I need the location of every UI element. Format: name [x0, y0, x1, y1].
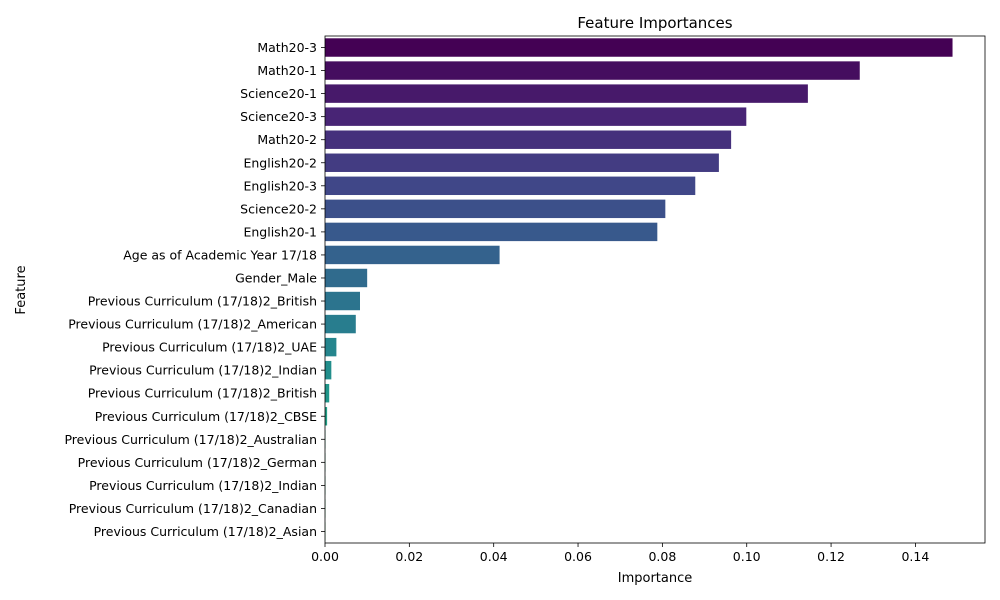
- bar-10: [325, 268, 368, 288]
- x-tick-label: 0.06: [564, 549, 592, 564]
- bar-15: [325, 383, 330, 403]
- x-tick-label: 0.04: [480, 549, 508, 564]
- y-tick-labels: Math20-3 Math20-1 Science20-1 Science20-3 Ma…: [64, 40, 325, 539]
- x-tick-label: 0.02: [395, 549, 423, 564]
- y-tick-label: Previous Curriculum (17/18)2_German: [78, 455, 317, 470]
- y-tick-label: English20-2: [243, 155, 317, 170]
- x-tick-label: 0.00: [311, 549, 339, 564]
- y-tick-label: Previous Curriculum (17/18)2_CBSE: [95, 409, 317, 424]
- bar-2: [325, 84, 808, 103]
- y-tick-label: Previous Curriculum (17/18)2_Australian: [64, 432, 317, 447]
- y-tick-label: Previous Curriculum (17/18)2_UAE: [102, 340, 317, 355]
- y-tick-label: Math20-2: [257, 132, 317, 147]
- bar-14: [325, 360, 332, 380]
- bar-16: [325, 407, 328, 426]
- y-tick-label: Previous Curriculum (17/18)2_Indian: [89, 363, 317, 378]
- bar-9: [325, 245, 500, 265]
- bar-6: [325, 176, 696, 196]
- y-tick-label: Science20-3: [240, 109, 317, 124]
- y-tick-label: English20-1: [243, 224, 317, 239]
- y-tick-label: Previous Curriculum (17/18)2_Indian: [89, 478, 317, 493]
- y-tick-label: Science20-2: [240, 201, 317, 216]
- y-tick-label: Previous Curriculum (17/18)2_American: [68, 317, 317, 332]
- y-tick-label: Math20-3: [257, 40, 317, 55]
- x-tick-label: 0.08: [648, 549, 676, 564]
- y-tick-label: Science20-1: [240, 86, 317, 101]
- y-tick-label: Gender_Male: [235, 270, 317, 285]
- bar-7: [325, 199, 666, 219]
- x-tick-label: 0.12: [817, 549, 845, 564]
- plot-frame: [324, 35, 986, 544]
- bars-group: [325, 38, 953, 541]
- x-axis-label: Importance: [618, 571, 693, 586]
- bar-1: [325, 61, 860, 80]
- bar-5: [325, 153, 719, 172]
- y-tick-label: Previous Curriculum (17/18)2_Canadian: [69, 501, 317, 516]
- x-tick-labels: 0.00 0.02 0.04 0.06 0.08 0.10 0.12 0.14: [311, 543, 929, 564]
- x-tick-label: 0.14: [901, 549, 929, 564]
- chart-title: Feature Importances: [577, 14, 732, 32]
- y-tick-label: Age as of Academic Year 17/18: [123, 247, 317, 262]
- y-tick-label: Previous Curriculum (17/18)2_British: [88, 294, 317, 309]
- y-tick-label: Math20-1: [257, 63, 317, 78]
- y-tick-label: Previous Curriculum (17/18)2_British: [88, 386, 317, 401]
- x-tick-label: 0.10: [733, 549, 761, 564]
- y-axis-label: Feature: [14, 265, 29, 314]
- bar-8: [325, 222, 658, 242]
- y-tick-label: English20-3: [243, 178, 317, 193]
- bar-13: [325, 337, 337, 357]
- bar-4: [325, 130, 732, 149]
- bar-12: [325, 314, 356, 334]
- y-tick-label: Previous Curriculum (17/18)2_Asian: [94, 524, 317, 539]
- bar-3: [325, 107, 747, 126]
- bar-0: [325, 38, 953, 57]
- bar-11: [325, 291, 360, 311]
